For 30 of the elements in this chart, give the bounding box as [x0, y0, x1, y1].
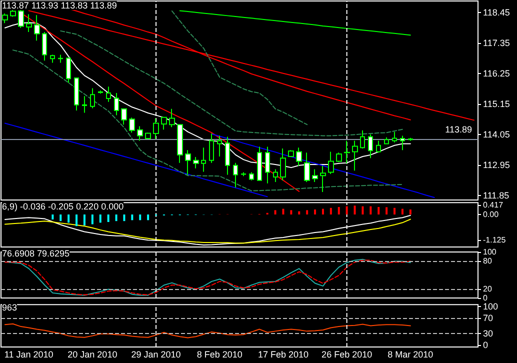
- y-tick-label: 112.95: [483, 160, 510, 170]
- y-tick-label: 0.00: [483, 210, 500, 219]
- y-tick-label: 116.25: [483, 68, 510, 79]
- annotation: 6,9) -0.036 -0.205 0.220 0.000: [2, 202, 124, 212]
- y-tick-label: 20: [483, 284, 492, 294]
- annotation: 963: [2, 302, 18, 312]
- y-tick-label: 100: [483, 248, 497, 256]
- annotation: 76.6908 79.6295: [2, 248, 70, 258]
- y-tick-label: 80: [483, 256, 492, 266]
- x-tick-label: 8 Feb 2010: [196, 350, 242, 360]
- ref-line-label: 113.89: [445, 124, 472, 135]
- y-tick-label: 100: [483, 302, 498, 312]
- x-tick-label: 20 Jan 2010: [68, 350, 118, 360]
- y-tick-label: 0: [483, 294, 488, 302]
- annotation: 113.87 113.93 113.83 113.89: [2, 0, 117, 10]
- x-tick-label: 11 Jan 2010: [4, 350, 54, 360]
- x-tick-label: 29 Jan 2010: [131, 350, 181, 360]
- y-tick-label: 0: [483, 340, 488, 350]
- y-tick-label: 70: [483, 313, 494, 324]
- y-tick-label: 118.45: [483, 8, 510, 18]
- y-tick-label: 115.15: [483, 99, 510, 110]
- y-tick-label: 0.417: [483, 200, 504, 210]
- x-tick-label: 8 Mar 2010: [388, 350, 434, 360]
- y-tick-label: 111.85: [483, 190, 510, 201]
- y-tick-label: -1.125: [483, 236, 506, 245]
- x-tick-label: 17 Feb 2010: [258, 350, 308, 360]
- x-tick-label: 26 Feb 2010: [322, 350, 372, 360]
- y-tick-label: 30: [483, 328, 494, 338]
- y-tick-label: 114.05: [483, 130, 510, 140]
- y-tick-label: 117.35: [483, 38, 510, 48]
